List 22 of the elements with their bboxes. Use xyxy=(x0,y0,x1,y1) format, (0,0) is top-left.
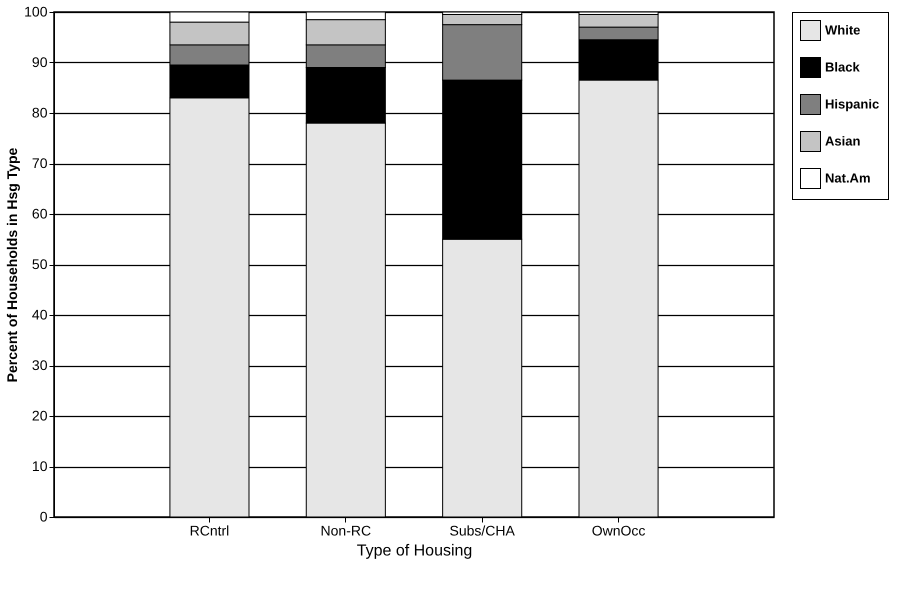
legend-label: Black xyxy=(825,60,860,74)
legend-label: Hispanic xyxy=(825,96,880,112)
y-tick-label: 80 xyxy=(32,104,48,120)
y-tick-label: 10 xyxy=(32,458,48,474)
x-tick-label: Non-RC xyxy=(320,522,372,538)
y-tick-label: 20 xyxy=(32,408,48,424)
y-tick-label: 70 xyxy=(32,155,48,171)
y-tick-label: 60 xyxy=(32,206,48,222)
legend-label: Asian xyxy=(825,134,860,148)
x-tick-label: Subs/CHA xyxy=(450,522,516,538)
x-tick-label: RCntrl xyxy=(190,522,230,538)
y-tick-label: 50 xyxy=(32,256,48,272)
y-tick-label: 0 xyxy=(40,508,48,524)
legend-label: White xyxy=(825,22,860,38)
y-tick-label: 40 xyxy=(32,306,48,322)
x-tick-label: OwnOcc xyxy=(592,522,646,538)
y-tick-label: 90 xyxy=(32,54,48,70)
y-tick-label: 100 xyxy=(24,4,48,20)
legend-label: Nat.Am xyxy=(825,170,871,186)
y-axis-title: Percent of Households in Hsg Type xyxy=(4,147,20,382)
y-tick-label: 30 xyxy=(32,357,48,373)
x-axis-title: Type of Housing xyxy=(356,542,472,560)
